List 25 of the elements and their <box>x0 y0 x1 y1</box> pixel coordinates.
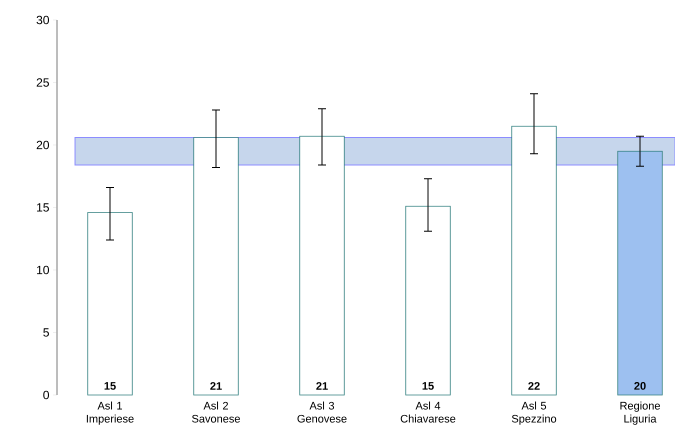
bar <box>405 206 451 396</box>
data-label: 15 <box>104 382 116 390</box>
y-tick-label: 30 <box>36 16 50 24</box>
y-tick-label: 10 <box>37 266 50 274</box>
data-label: 20 <box>634 382 646 390</box>
y-tick-label: 25 <box>36 78 49 87</box>
x-tick-label: Asl 4 Chiavarese <box>400 402 456 423</box>
x-tick-label: Regione Liguria <box>620 402 660 425</box>
data-label: 21 <box>316 382 328 390</box>
data-label: 21 <box>210 382 222 390</box>
bar <box>299 136 345 396</box>
x-tick-label: Asl 2 Savonese <box>192 402 240 423</box>
y-tick-label: 20 <box>36 140 50 150</box>
x-tick-label: Asl 5 Spezzino <box>512 402 556 425</box>
bar <box>193 137 239 396</box>
y-tick-label: 5 <box>43 328 49 337</box>
bar <box>87 212 133 396</box>
data-label: 15 <box>422 382 434 390</box>
y-tick-label: 15 <box>37 203 49 212</box>
bar <box>511 126 557 396</box>
x-tick-label: Asl 3 Genovese <box>297 402 347 423</box>
bar <box>617 150 663 396</box>
data-label: 22 <box>528 382 540 390</box>
x-tick-label: Asl 1 Imperiese <box>86 402 134 425</box>
y-tick-label: 0 <box>43 390 50 400</box>
